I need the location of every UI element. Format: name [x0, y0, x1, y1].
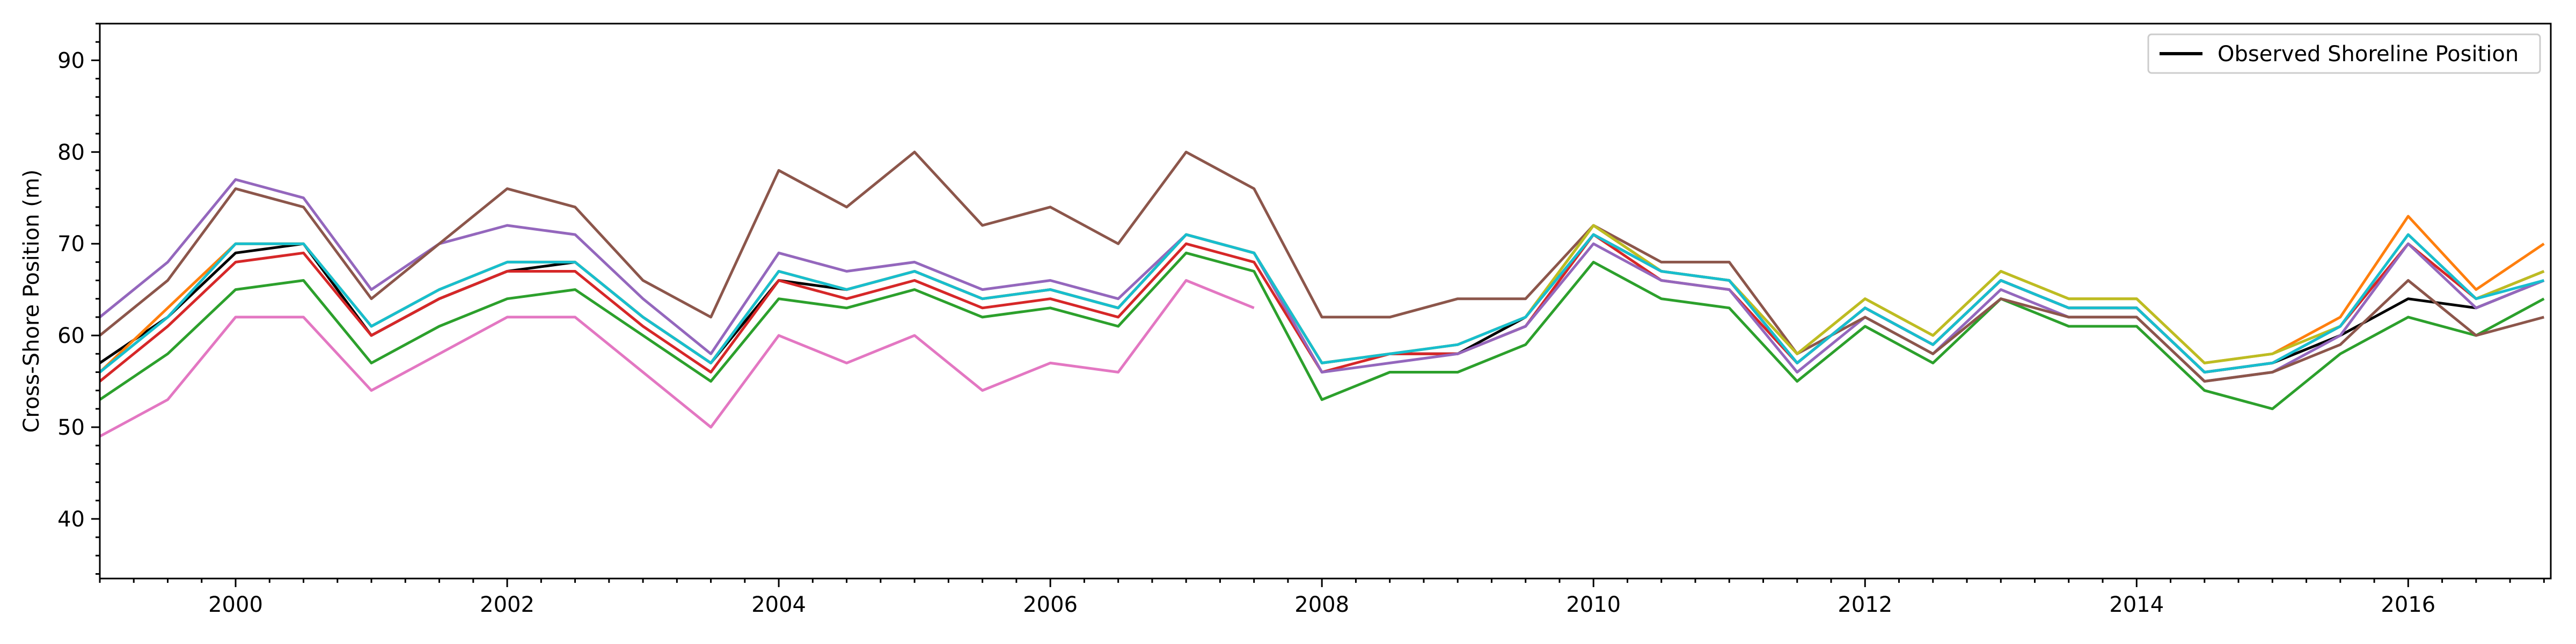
x-tick-label: 2006: [1023, 592, 1078, 617]
x-tick-label: 2008: [1294, 592, 1349, 617]
legend-label: Observed Shoreline Position: [2218, 42, 2519, 67]
series-line-6: [100, 279, 1255, 438]
series-line-4: [100, 178, 2545, 383]
plot-frame: [99, 23, 2552, 580]
y-tick-label: 50: [57, 415, 85, 440]
series-line-2: [100, 251, 2545, 411]
x-tick-label: 2012: [1838, 592, 1892, 617]
legend-box: [2147, 33, 2541, 74]
y-axis-label: Cross-Shore Position (m): [19, 170, 44, 433]
ticks-layer: 2000 2002 2004 2006 2008 2010 2012 2014 2016 40 50…: [57, 23, 2545, 617]
x-tick-label: 2016: [2381, 592, 2435, 617]
x-tick-label: 2014: [2109, 592, 2164, 617]
y-tick-label: 40: [57, 507, 85, 532]
y-tick-label: 60: [57, 324, 85, 348]
y-tick-label: 80: [57, 140, 85, 165]
series-line-0: [100, 233, 2545, 374]
series-line-8: [100, 233, 2544, 374]
x-tick-label: 2000: [208, 592, 263, 617]
series-line-3: [100, 233, 2545, 383]
y-tick-label: 70: [57, 232, 85, 257]
x-tick-label: 2002: [480, 592, 535, 617]
series-line-5: [100, 150, 2544, 383]
x-tick-label: 2010: [1566, 592, 1621, 617]
legend: Observed Shoreline Position: [2147, 33, 2541, 74]
series-layer: [100, 150, 2545, 438]
x-tick-label: 2004: [751, 592, 806, 617]
y-tick-label: 90: [57, 48, 85, 73]
series-line-7: [100, 224, 2545, 374]
series-line-1: [100, 215, 2545, 374]
